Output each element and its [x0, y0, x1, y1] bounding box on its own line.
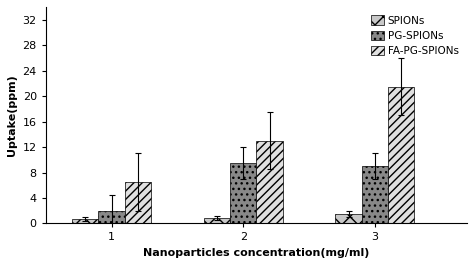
Legend: SPIONs, PG-SPIONs, FA-PG-SPIONs: SPIONs, PG-SPIONs, FA-PG-SPIONs [368, 12, 462, 60]
Bar [256, 141, 283, 223]
Bar [204, 218, 230, 223]
Bar [125, 182, 151, 223]
Bar [99, 211, 125, 223]
Bar [362, 166, 388, 223]
Y-axis label: Uptake(ppm): Uptake(ppm) [7, 74, 17, 156]
Bar [72, 219, 99, 223]
Bar [336, 214, 362, 223]
Bar [388, 87, 414, 223]
Bar [230, 163, 256, 223]
X-axis label: Nanoparticles concentration(mg/ml): Nanoparticles concentration(mg/ml) [143, 248, 370, 258]
